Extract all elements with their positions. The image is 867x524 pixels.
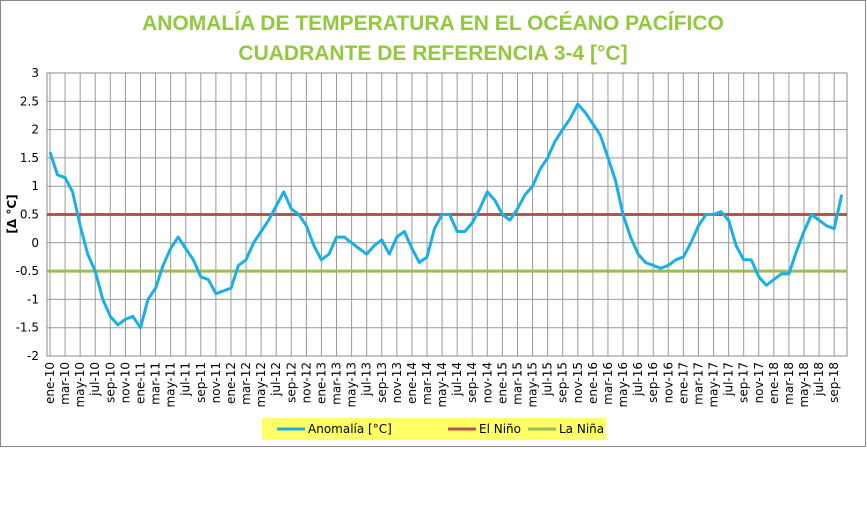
x-tick-label: nov-11	[209, 362, 223, 403]
y-tick-label: 0	[31, 236, 39, 250]
x-tick-label: nov-10	[118, 362, 132, 403]
x-tick-label: mar-12	[239, 362, 253, 405]
x-tick-label: jul-15	[541, 362, 555, 397]
x-tick-label: nov-14	[480, 362, 494, 403]
x-tick-label: jul-16	[631, 362, 645, 397]
series-line	[48, 102, 844, 330]
x-tick-label: may-11	[164, 362, 178, 408]
chart-frame	[0, 0, 866, 447]
x-tick-label: mar-17	[691, 362, 705, 405]
x-tick-label: sep-15	[556, 362, 570, 403]
y-tick-label: 0.5	[20, 208, 39, 222]
x-tick-label: jul-17	[722, 362, 736, 397]
x-tick-label: nov-16	[661, 362, 675, 403]
x-tick-label: may-18	[797, 362, 811, 408]
x-tick-label: nov-12	[299, 362, 313, 403]
y-tick-label: 1	[31, 179, 39, 193]
x-tick-label: ene-18	[767, 362, 781, 404]
chart-title: CUADRANTE DE REFERENCIA 3-4 [°C]	[238, 42, 627, 65]
x-tick-label: ene-12	[224, 362, 238, 404]
x-tick-label: sep-14	[465, 362, 479, 403]
y-tick-label: -0.5	[16, 264, 39, 278]
legend-label: La Niña	[559, 422, 604, 436]
x-tick-label: sep-18	[827, 362, 841, 403]
x-tick-label: ene-10	[43, 362, 57, 404]
legend-label: El Niño	[479, 422, 521, 436]
x-tick-label: sep-13	[375, 362, 389, 403]
x-tick-label: ene-14	[405, 362, 419, 404]
x-tick-label: may-13	[345, 362, 359, 408]
x-tick-label: may-17	[707, 362, 721, 408]
x-tick-label: mar-13	[330, 362, 344, 405]
y-tick-label: 1.5	[20, 151, 39, 165]
x-tick-label: may-14	[435, 362, 449, 408]
chart-title: ANOMALÍA DE TEMPERATURA EN EL OCÉANO PAC…	[142, 12, 724, 35]
x-tick-label: ene-11	[133, 362, 147, 404]
legend	[262, 418, 606, 440]
x-tick-label: mar-11	[149, 362, 163, 405]
y-tick-label: -1	[27, 292, 39, 306]
y-axis-label: [Δ °C]	[5, 194, 19, 233]
y-tick-label: 3	[31, 66, 39, 80]
x-tick-label: may-16	[616, 362, 630, 408]
x-tick-label: mar-15	[510, 362, 524, 405]
x-tick-label: ene-13	[314, 362, 328, 404]
x-tick-label: jul-13	[360, 362, 374, 397]
x-tick-label: sep-16	[646, 362, 660, 403]
x-tick-label: jul-10	[88, 362, 102, 397]
x-tick-label: mar-14	[420, 362, 434, 405]
x-tick-label: may-15	[526, 362, 540, 408]
x-tick-label: jul-14	[450, 362, 464, 397]
x-tick-label: nov-17	[752, 362, 766, 403]
x-tick-label: nov-15	[571, 362, 585, 403]
x-tick-label: mar-16	[601, 362, 615, 405]
x-tick-label: mar-18	[782, 362, 796, 405]
x-tick-label: ene-17	[676, 362, 690, 404]
x-tick-label: nov-13	[390, 362, 404, 403]
x-tick-label: ene-16	[586, 362, 600, 404]
x-tick-label: jul-12	[269, 362, 283, 397]
y-tick-label: -2	[27, 349, 39, 363]
x-tick-label: may-12	[254, 362, 268, 408]
x-tick-label: jul-18	[812, 362, 826, 397]
x-tick-label: sep-10	[103, 362, 117, 403]
legend-label: Anomalía [°C]	[308, 422, 392, 436]
x-tick-label: sep-17	[737, 362, 751, 403]
x-tick-label: mar-10	[58, 362, 72, 405]
x-tick-label: sep-12	[284, 362, 298, 403]
y-tick-label: -1.5	[16, 321, 39, 335]
x-tick-label: may-10	[73, 362, 87, 408]
y-tick-label: 2.5	[20, 94, 39, 108]
x-tick-label: jul-11	[179, 362, 193, 397]
x-tick-label: ene-15	[495, 362, 509, 404]
x-tick-label: sep-11	[194, 362, 208, 403]
y-tick-label: 2	[31, 123, 39, 137]
